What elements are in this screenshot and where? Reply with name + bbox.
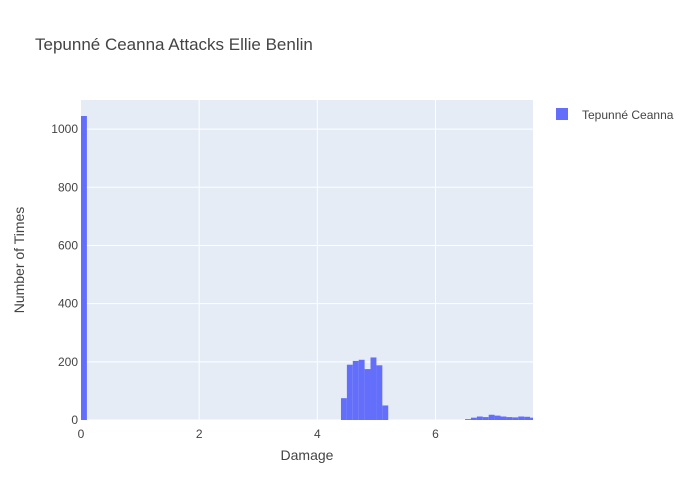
histogram-bar[interactable] bbox=[81, 116, 87, 420]
histogram-bar[interactable] bbox=[470, 417, 477, 420]
y-tick-label: 0 bbox=[71, 413, 78, 427]
y-tick-label: 400 bbox=[58, 297, 78, 311]
bars-group bbox=[81, 116, 533, 420]
legend-label[interactable]: Tepunné Ceanna bbox=[582, 108, 674, 122]
histogram-bar[interactable] bbox=[482, 417, 489, 420]
y-axis-ticks: 0 200 400 600 800 1000 bbox=[51, 122, 78, 427]
x-axis-label: Damage bbox=[281, 447, 334, 463]
histogram-bar[interactable] bbox=[500, 416, 507, 420]
histogram-bar[interactable] bbox=[488, 414, 495, 420]
histogram-bar[interactable] bbox=[376, 365, 383, 420]
y-tick-label: 1000 bbox=[51, 122, 78, 136]
histogram-bar[interactable] bbox=[352, 360, 359, 420]
histogram-bar[interactable] bbox=[476, 416, 483, 420]
x-tick-label: 0 bbox=[78, 427, 85, 441]
gridlines bbox=[81, 100, 533, 421]
x-tick-label: 4 bbox=[314, 427, 321, 441]
histogram-bar[interactable] bbox=[518, 416, 525, 420]
legend-swatch[interactable] bbox=[556, 108, 568, 120]
x-tick-label: 6 bbox=[432, 427, 439, 441]
histogram-bar[interactable] bbox=[524, 416, 531, 420]
histogram-bar[interactable] bbox=[346, 364, 353, 420]
histogram-bar[interactable] bbox=[494, 415, 501, 420]
histogram-bar[interactable] bbox=[512, 417, 519, 420]
histogram-bar[interactable] bbox=[506, 417, 513, 420]
histogram-bar[interactable] bbox=[340, 398, 347, 420]
x-tick-label: 2 bbox=[196, 427, 203, 441]
y-tick-label: 200 bbox=[58, 355, 78, 369]
y-axis-label: Number of Times bbox=[11, 207, 27, 314]
histogram-bar[interactable] bbox=[465, 419, 471, 420]
y-tick-label: 600 bbox=[58, 238, 78, 252]
histogram-bar[interactable] bbox=[358, 359, 365, 420]
histogram-bar[interactable] bbox=[370, 357, 377, 420]
plot-area bbox=[81, 100, 533, 420]
histogram-bar[interactable] bbox=[382, 405, 389, 420]
histogram-bar[interactable] bbox=[364, 369, 371, 420]
chart-title: Tepunné Ceanna Attacks Ellie Benlin bbox=[35, 35, 313, 54]
histogram-bar[interactable] bbox=[530, 417, 533, 420]
x-axis-ticks: 0 2 4 6 bbox=[78, 427, 440, 441]
y-tick-label: 800 bbox=[58, 180, 78, 194]
legend[interactable]: Tepunné Ceanna bbox=[556, 108, 674, 122]
